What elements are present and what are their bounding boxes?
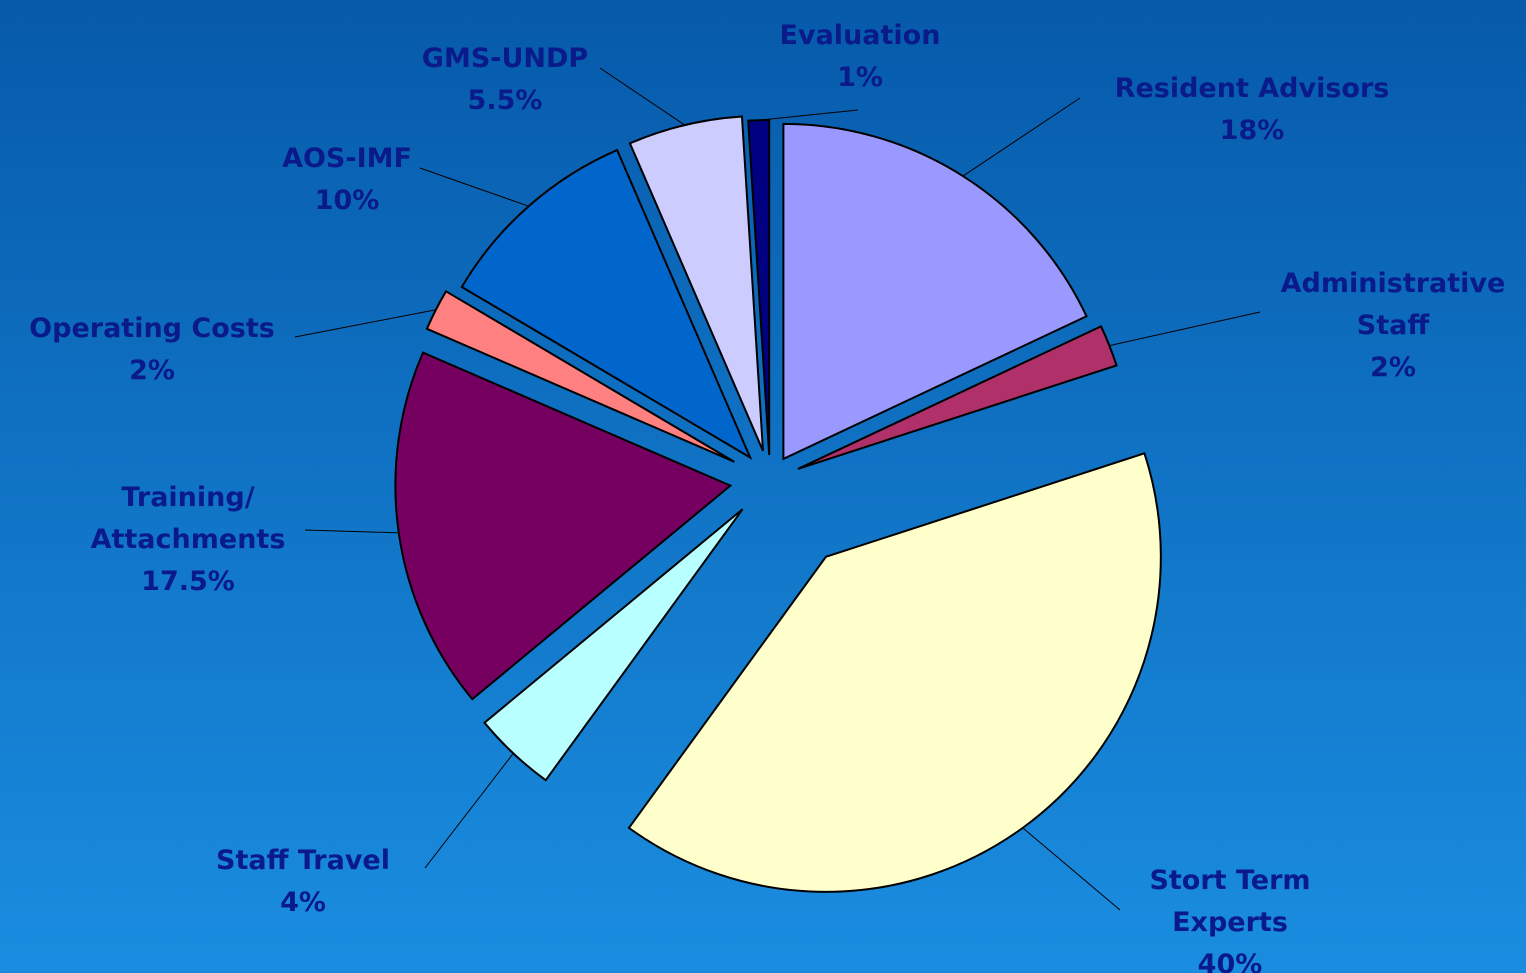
label-line: Staff Travel bbox=[216, 845, 390, 876]
pie-slice bbox=[628, 115, 764, 452]
label-line: Operating Costs bbox=[29, 313, 275, 344]
label-line: GMS-UNDP bbox=[422, 43, 588, 74]
label-line: Resident Advisors bbox=[1115, 73, 1390, 104]
slice-label: Stort Term Experts bbox=[1149, 865, 1310, 938]
slice-label: Operating Costs bbox=[29, 313, 275, 344]
label-line: Experts bbox=[1172, 907, 1288, 938]
label-line: Evaluation bbox=[780, 20, 941, 51]
value-label: 4% bbox=[280, 887, 326, 918]
leader-line bbox=[599, 67, 686, 126]
value-label: 10% bbox=[315, 185, 380, 216]
slice-label: Administrative Staff bbox=[1281, 268, 1506, 341]
slice-label: Training/Attachments bbox=[91, 482, 286, 555]
leader-line bbox=[304, 529, 399, 534]
label-line: Attachments bbox=[91, 524, 286, 555]
leader-line bbox=[294, 309, 436, 338]
label-line: Stort Term bbox=[1149, 865, 1310, 896]
value-label: 2% bbox=[129, 355, 175, 386]
label-line: Staff bbox=[1357, 310, 1431, 341]
value-label: 40% bbox=[1198, 949, 1263, 973]
value-label: 5.5% bbox=[468, 85, 543, 116]
label-line: Training/ bbox=[121, 482, 254, 513]
value-label: 2% bbox=[1370, 352, 1416, 383]
leader-line bbox=[1022, 827, 1121, 911]
pie-slice bbox=[394, 351, 733, 701]
label-line: AOS-IMF bbox=[282, 143, 412, 174]
slice-label: Evaluation bbox=[780, 20, 941, 51]
leader-line bbox=[419, 167, 529, 207]
leader-line bbox=[962, 97, 1081, 177]
pie-slice bbox=[483, 508, 744, 782]
value-label: 1% bbox=[837, 62, 883, 93]
leader-line bbox=[1109, 311, 1261, 347]
pie-slice bbox=[782, 122, 1088, 461]
value-label: 17.5% bbox=[141, 566, 235, 597]
leader-line bbox=[758, 109, 859, 121]
slice-label: AOS-IMF bbox=[282, 143, 412, 174]
pie-slice bbox=[627, 452, 1162, 893]
slice-label: Staff Travel bbox=[216, 845, 390, 876]
slice-label: GMS-UNDP bbox=[422, 43, 588, 74]
slice-label: Resident Advisors bbox=[1115, 73, 1390, 104]
label-line: Administrative bbox=[1281, 268, 1506, 299]
leader-line bbox=[424, 753, 514, 869]
value-label: 18% bbox=[1220, 115, 1285, 146]
